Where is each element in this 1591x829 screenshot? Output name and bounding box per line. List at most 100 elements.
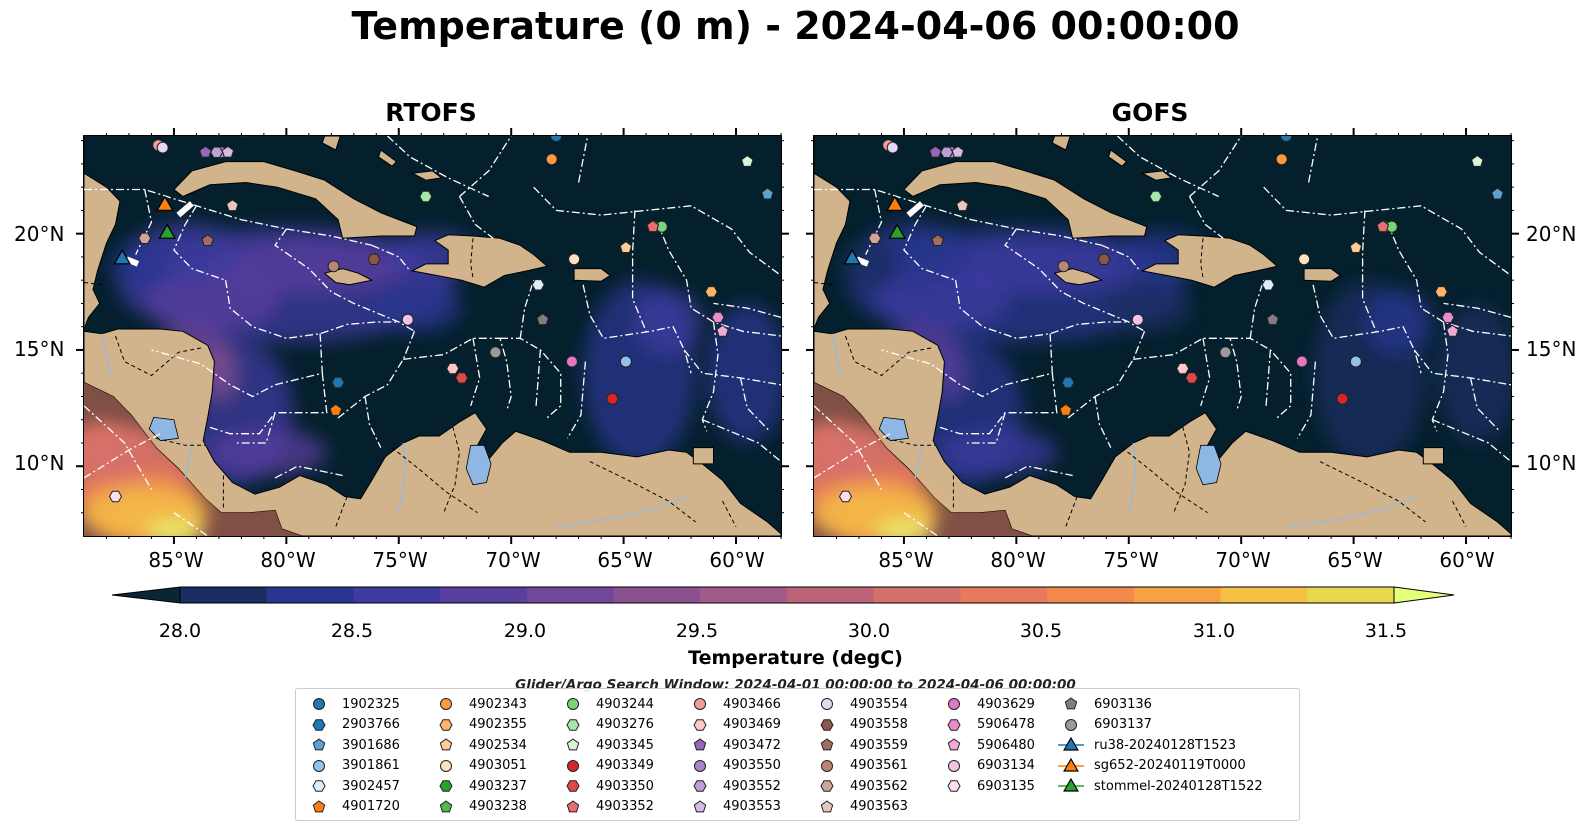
argo-float-1902325[interactable] — [550, 136, 563, 143]
argo-float-4903558[interactable] — [1097, 253, 1111, 265]
argo-float-5906478[interactable] — [711, 311, 725, 324]
argo-float-2903766[interactable] — [1061, 376, 1075, 389]
argo-float-4903469[interactable] — [446, 362, 460, 375]
argo-float-4903472[interactable] — [199, 145, 212, 158]
argo-float-4903352[interactable] — [1376, 220, 1390, 233]
legend-marker-4903466[interactable] — [693, 697, 707, 711]
argo-float-4903552[interactable] — [940, 146, 954, 158]
argo-float-6903134[interactable] — [401, 313, 414, 326]
argo-float-4902355[interactable] — [704, 286, 718, 298]
legend-marker-4903238[interactable] — [439, 799, 453, 812]
argo-float-3901686[interactable] — [1491, 187, 1504, 200]
legend-marker-4901720[interactable] — [312, 799, 326, 812]
argo-float-3902457[interactable] — [531, 279, 545, 291]
argo-float-4902343[interactable] — [545, 153, 558, 166]
argo-float-6903134[interactable] — [1131, 313, 1144, 326]
argo-float-4903559[interactable] — [201, 234, 214, 246]
argo-float-4903345[interactable] — [1471, 154, 1484, 167]
argo-float-3901861[interactable] — [1349, 355, 1362, 368]
argo-float-4903629[interactable] — [565, 355, 578, 368]
argo-float-4903554[interactable] — [886, 141, 899, 154]
argo-float-4903562[interactable] — [868, 232, 882, 244]
argo-float-5906480[interactable] — [1446, 324, 1459, 337]
argo-float-4902343[interactable] — [1275, 153, 1288, 166]
argo-float-6903136[interactable] — [536, 313, 549, 326]
legend-marker-4903558[interactable] — [820, 718, 834, 731]
legend-marker-4903629[interactable] — [947, 697, 961, 711]
argo-float-4901720[interactable] — [1059, 403, 1073, 416]
legend-marker-4902343[interactable] — [439, 697, 453, 711]
argo-float-4903237[interactable] — [240, 136, 252, 137]
argo-float-4903629[interactable] — [1295, 355, 1308, 368]
argo-float-3901686[interactable] — [761, 187, 774, 200]
argo-float-5906480[interactable] — [716, 324, 729, 337]
argo-float-1902325[interactable] — [1280, 136, 1293, 143]
argo-float-4903558[interactable] — [367, 253, 381, 265]
legend-marker-6903134[interactable] — [947, 759, 961, 772]
gofs-map[interactable] — [813, 135, 1512, 537]
legend-marker-3902457[interactable] — [312, 780, 326, 792]
legend-marker-4903561[interactable] — [820, 759, 834, 772]
argo-float-4903561[interactable] — [327, 260, 340, 273]
legend-marker-4903563[interactable] — [820, 799, 834, 812]
argo-float-5906478[interactable] — [1441, 311, 1455, 324]
argo-float-4903553[interactable] — [951, 145, 965, 158]
glider-sg652-20240119T0000[interactable] — [156, 195, 174, 211]
legend-marker-4903553[interactable] — [693, 799, 707, 812]
legend-marker-6903136[interactable] — [1064, 697, 1078, 710]
legend-marker-2903766[interactable] — [312, 718, 326, 731]
argo-float-4903276[interactable] — [419, 190, 433, 203]
argo-float-4903559[interactable] — [931, 234, 944, 246]
argo-float-4903350[interactable] — [1185, 372, 1199, 384]
legend-marker-5906480[interactable] — [947, 738, 961, 751]
legend-marker-4903350[interactable] — [566, 780, 580, 792]
legend-marker-5906478[interactable] — [947, 718, 961, 731]
argo-float-4902534[interactable] — [619, 240, 633, 253]
legend-marker-6903137[interactable] — [1064, 718, 1078, 731]
argo-float-4903345[interactable] — [741, 154, 754, 167]
argo-float-4903563[interactable] — [956, 199, 969, 212]
legend-marker-4903352[interactable] — [566, 799, 580, 812]
argo-float-4903276[interactable] — [1149, 190, 1163, 203]
argo-float-4903552[interactable] — [210, 146, 224, 158]
legend-marker-4903051[interactable] — [439, 759, 453, 772]
argo-float-4903051[interactable] — [1298, 253, 1311, 266]
legend-marker-4903472[interactable] — [693, 738, 707, 751]
argo-float-4903472[interactable] — [929, 145, 942, 158]
argo-float-4903562[interactable] — [138, 232, 152, 244]
argo-float-4903561[interactable] — [1057, 260, 1070, 273]
legend-marker-4903237[interactable] — [439, 780, 453, 792]
argo-float-4903349[interactable] — [1336, 392, 1349, 405]
legend-marker-4903244[interactable] — [566, 697, 580, 711]
legend-marker-1902325[interactable] — [312, 697, 326, 711]
argo-float-4903469[interactable] — [1176, 362, 1190, 375]
legend-marker-3901686[interactable] — [312, 738, 326, 751]
argo-float-6903137[interactable] — [489, 346, 502, 359]
legend-marker-4903469[interactable] — [693, 718, 707, 731]
legend-marker-4903345[interactable] — [566, 738, 580, 751]
argo-float-3901861[interactable] — [619, 355, 632, 368]
argo-float-4903554[interactable] — [156, 141, 169, 154]
argo-float-6903136[interactable] — [1266, 313, 1279, 326]
argo-float-4903350[interactable] — [455, 372, 469, 384]
legend-marker-4903552[interactable] — [693, 780, 707, 792]
argo-float-4902355[interactable] — [1434, 286, 1448, 298]
glider-stommel-20240128T1522[interactable] — [158, 223, 177, 239]
legend-marker-4903559[interactable] — [820, 738, 834, 751]
glider-ru38-20240128T1523[interactable] — [113, 249, 132, 265]
glider-stommel-20240128T1522[interactable] — [888, 223, 907, 239]
legend-marker-6903135[interactable] — [947, 780, 961, 792]
rtofs-map[interactable] — [83, 135, 782, 537]
legend-marker-4903276[interactable] — [566, 718, 580, 731]
argo-float-6903135[interactable] — [108, 490, 123, 503]
argo-float-6903135[interactable] — [838, 490, 853, 503]
legend-marker-4902355[interactable] — [439, 718, 453, 731]
legend-marker-4903562[interactable] — [820, 780, 834, 792]
argo-float-4903051[interactable] — [568, 253, 581, 266]
argo-float-3902457[interactable] — [1261, 279, 1275, 291]
argo-float-4902534[interactable] — [1349, 240, 1363, 253]
argo-float-4903553[interactable] — [221, 145, 235, 158]
argo-float-4903563[interactable] — [226, 199, 239, 212]
argo-float-4901720[interactable] — [329, 403, 343, 416]
argo-float-2903766[interactable] — [331, 376, 345, 389]
